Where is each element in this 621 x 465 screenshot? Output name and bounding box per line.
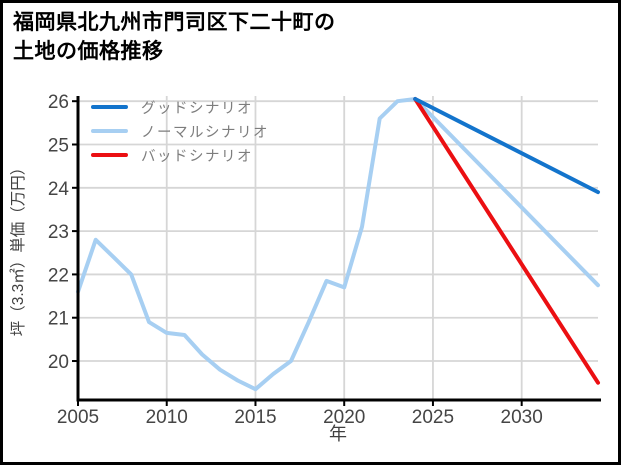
legend-item-good-scenario: グッドシナリオ <box>91 95 269 119</box>
x-tick-label-2005: 2005 <box>57 407 99 428</box>
legend-line-swatch-normal <box>91 129 128 133</box>
chart-title: 福岡県北九州市門司区下二十町の 土地の価格推移 <box>13 9 336 67</box>
tick-labels: 20 21 22 23 24 25 26 2005 2010 2015 2020 2025 2030 <box>48 92 543 428</box>
x-tick-label-2025: 2025 <box>412 407 454 428</box>
y-tick-label-26: 26 <box>48 92 69 113</box>
legend: グッドシナリオ ノーマルシナリオ バッドシナリオ <box>91 95 269 167</box>
chart-title-line2: 土地の価格推移 <box>13 39 164 63</box>
series-line-bad <box>413 97 600 385</box>
x-axis-label: 年 <box>329 424 347 444</box>
x-tick-label-2030: 2030 <box>501 407 543 428</box>
x-tick-label-2015: 2015 <box>234 407 276 428</box>
series-lines <box>76 97 600 392</box>
y-tick-label-25: 25 <box>48 136 69 157</box>
price-trend-plot: 20 21 22 23 24 25 26 2005 2010 2015 2020 2025 2030 坪… <box>9 92 601 444</box>
legend-item-bad-scenario: バッドシナリオ <box>91 143 269 167</box>
legend-label-good: グッドシナリオ <box>141 100 253 117</box>
x-tick-label-2010: 2010 <box>146 407 188 428</box>
y-tick-label-20: 20 <box>48 352 69 373</box>
axes <box>72 96 601 406</box>
x-tick-label-2020: 2020 <box>323 407 365 428</box>
legend-label-normal: ノーマルシナリオ <box>141 124 269 141</box>
legend-line-swatch-good <box>91 105 128 109</box>
y-tick-label-21: 21 <box>48 309 69 330</box>
chart-title-line1: 福岡県北九州市門司区下二十町の <box>13 11 336 34</box>
y-tick-label-22: 22 <box>48 265 69 286</box>
y-tick-label-24: 24 <box>48 179 70 200</box>
series-line-normal <box>76 97 600 392</box>
series-line-good <box>413 97 600 195</box>
y-axis-label: 坪（3.3㎡）単価（万円） <box>9 160 27 337</box>
legend-line-swatch-bad <box>91 153 128 157</box>
legend-label-bad: バッドシナリオ <box>141 148 253 165</box>
gridlines <box>78 96 598 400</box>
y-tick-label-23: 23 <box>48 222 69 243</box>
legend-item-normal-scenario: ノーマルシナリオ <box>91 119 269 143</box>
